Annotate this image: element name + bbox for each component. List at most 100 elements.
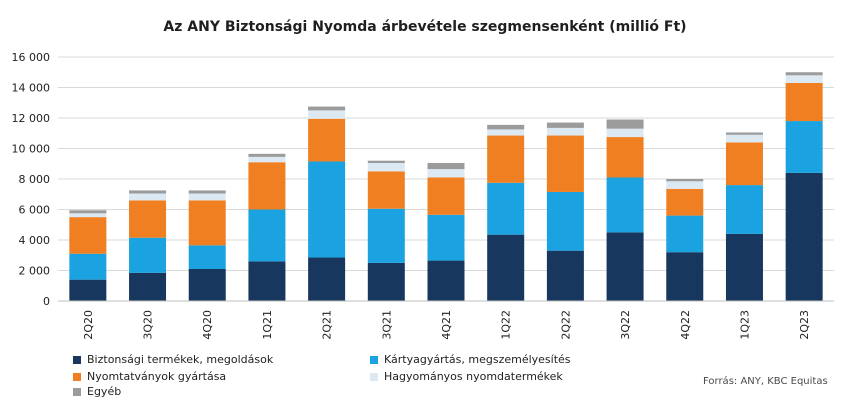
bar-segment [69,210,107,214]
bar-segment [427,169,465,178]
bar-segment [308,106,346,111]
bar-segment [188,245,226,269]
bar-segment [427,214,465,261]
legend-label: Nyomtatványok gyártása [87,370,227,383]
bar-segment [367,262,405,301]
x-tick-label: 2Q21 [321,310,334,340]
bar-segment [367,208,405,263]
legend-item-biztonsagi: Biztonsági termékek, megoldások [73,353,273,366]
bar-segment [546,127,584,136]
bar-segment [129,237,167,273]
y-tick-label: 6 000 [19,204,51,217]
bar-segment [129,193,167,201]
legend-item-nyomtatvanyok: Nyomtatványok gyártása [73,370,226,383]
bar-segment [606,232,644,301]
bar-segment [725,233,763,301]
y-tick-label: 4 000 [19,234,51,247]
bar-segment [666,252,704,301]
y-axis-ticks: 0 2 000 4 000 6 000 8 000 10 000 12 000 14 000 1… [12,51,51,308]
x-tick-label: 4Q21 [440,310,453,340]
bars [69,72,823,301]
source-note: Forrás: ANY, KBC Equitas [703,376,828,387]
bar-segment [546,122,584,128]
legend-swatch [73,387,81,396]
bar-segment [248,153,286,157]
bar-segment [188,200,226,246]
bar-segment [725,142,763,186]
bar-segment [248,162,286,210]
bar-segment [308,257,346,301]
y-tick-label: 0 [43,295,50,308]
bar-segment [129,272,167,301]
bar-segment [188,193,226,201]
y-tick-label: 12 000 [12,112,51,125]
x-tick-label: 1Q21 [261,310,274,340]
bar-segment [606,177,644,233]
x-tick-label: 1Q22 [500,310,513,340]
legend-label: Egyéb [87,385,122,398]
bar-segment [188,268,226,301]
x-tick-label: 2Q23 [798,310,811,340]
x-tick-label: 3Q22 [619,310,632,340]
y-tick-label: 16 000 [12,51,51,64]
legend-label: Hagyományos nyomdatermékek [384,370,563,383]
legend-label: Kártyagyártás, megszemélyesítés [384,353,571,366]
bar-segment [785,75,823,83]
bar-segment [129,200,167,238]
x-tick-label: 2Q22 [559,310,572,340]
bar-segment [69,213,107,218]
legend-swatch [370,372,378,381]
bar-segment [427,162,465,170]
bar-segment [69,217,107,254]
legend-item-kartyagyartas: Kártyagyártás, megszemélyesítés [370,353,571,366]
bar-segment [785,72,823,76]
bar-segment [367,162,405,172]
bar-segment [606,119,644,129]
legend-item-hagyomanyos: Hagyományos nyomdatermékek [370,370,563,383]
x-tick-label: 3Q20 [142,310,155,340]
bar-segment [248,209,286,262]
bar-segment [606,128,644,138]
y-tick-label: 14 000 [12,82,51,95]
bar-segment [308,118,346,162]
legend-swatch [73,355,81,364]
legend-item-egyeb: Egyéb [73,385,121,398]
y-tick-label: 10 000 [12,143,51,156]
x-tick-label: 3Q21 [380,310,393,340]
bar-segment [666,215,704,253]
bar-segment [546,250,584,301]
x-tick-label: 4Q22 [679,310,692,340]
bar-segment [666,179,704,182]
bar-segment [367,171,405,209]
y-tick-label: 2 000 [19,265,51,278]
bar-segment [308,110,346,119]
bar-segment [666,188,704,216]
bar-segment [785,82,823,122]
bar-segment [725,134,763,143]
legend-swatch [73,372,81,381]
bar-segment [785,121,823,173]
bar-segment [725,185,763,234]
legend-swatch [370,355,378,364]
y-tick-label: 8 000 [19,173,51,186]
bar-segment [308,161,346,258]
bar-segment [427,260,465,301]
x-axis-ticks: 2Q20 3Q20 4Q20 1Q21 2Q21 3Q21 4Q21 1Q22 2Q22 3Q22… [82,310,811,340]
bar-segment [546,191,584,251]
bar-segment [785,172,823,301]
bar-segment [487,182,525,235]
bar-segment [188,190,226,194]
bar-segment [427,177,465,215]
bar-segment [487,234,525,301]
bar-segment [248,261,286,301]
bar-segment [129,190,167,194]
bar-segment [367,160,405,163]
bar-segment [606,137,644,178]
legend-label: Biztonsági termékek, megoldások [87,353,274,366]
bar-segment [725,132,763,135]
bar-segment [487,129,525,136]
bar-segment [69,279,107,301]
x-tick-label: 1Q23 [738,310,751,340]
bar-segment [487,135,525,183]
